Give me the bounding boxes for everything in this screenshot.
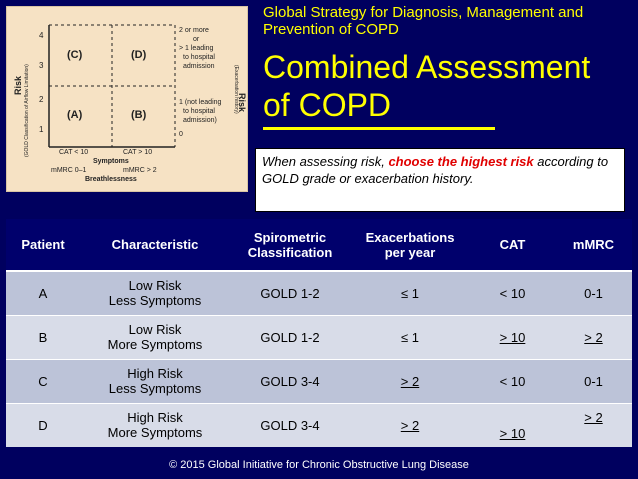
char-risk: Low Risk	[128, 278, 182, 294]
callout-pre: When assessing risk,	[262, 154, 389, 169]
cell-characteristic: High Risk More Symptoms	[80, 402, 230, 447]
grid-cell-d: (D)	[131, 49, 147, 61]
cell-mmrc: > 2	[555, 314, 632, 359]
cell-spirometric: GOLD 3-4	[230, 402, 350, 447]
table-row: B Low Risk More Symptoms GOLD 1-2 ≤ 1 > 1…	[6, 314, 632, 359]
grid-tick-1: 1	[39, 125, 44, 134]
grid-cell-c: (C)	[67, 49, 83, 61]
grid-right-bottom-1: 1 (not leading	[179, 99, 222, 106]
grid-mmrc-high: mMRC > 2	[123, 167, 157, 174]
cell-cat: > 10	[470, 402, 555, 447]
cell-patient: D	[6, 402, 80, 447]
copd-table: Patient Characteristic Spirometric Class…	[6, 219, 632, 447]
slide-title: Combined Assessment of COPD	[263, 48, 633, 124]
grid-cat-high: CAT > 10	[123, 149, 153, 156]
grid-mmrc-low: mMRC 0–1	[51, 167, 87, 174]
grid-symptoms: Symptoms	[93, 158, 129, 165]
cell-exacerbations: ≤ 1	[350, 270, 470, 315]
char-risk: High Risk	[127, 410, 183, 426]
cell-patient: B	[6, 314, 80, 359]
cell-exacerbations: ≤ 1	[350, 314, 470, 359]
grid-cell-b: (B)	[131, 109, 147, 121]
grid-right-top-4: to hospital	[183, 54, 215, 61]
grid-tick-4: 4	[39, 31, 44, 40]
header-cat: CAT	[470, 219, 555, 272]
slide-subtitle-line1: Global Strategy for Diagnosis, Managemen…	[263, 4, 584, 21]
cell-mmrc: 0-1	[555, 270, 632, 315]
cell-cat: < 10	[470, 270, 555, 315]
char-symptoms: More Symptoms	[107, 425, 203, 441]
grid-right-bottom-3: admission)	[183, 117, 217, 124]
grid-tick-2: 2	[39, 95, 44, 104]
header-patient: Patient	[6, 219, 80, 272]
grid-breathlessness: Breathlessness	[85, 176, 137, 183]
char-symptoms: More Symptoms	[107, 337, 203, 352]
header-mmrc: mMRC	[555, 219, 632, 272]
title-underline	[263, 127, 495, 130]
cell-mmrc: > 2	[555, 402, 632, 447]
table-row: C High Risk Less Symptoms GOLD 3-4 > 2 < …	[6, 358, 632, 403]
header-characteristic: Characteristic	[80, 219, 230, 272]
grid-cell-a: (A)	[67, 109, 83, 121]
grid-y-axis-sub: (GOLD Classification of Airflow Limitati…	[24, 64, 30, 157]
header-exacerbations: Exacerbations per year	[350, 219, 470, 272]
slide-title-line1: Combined Assessment	[263, 49, 591, 85]
cell-patient: C	[6, 358, 80, 403]
char-symptoms: Less Symptoms	[108, 293, 202, 309]
cell-spirometric: GOLD 1-2	[230, 270, 350, 315]
grid-right-bottom-2: to hospital	[183, 108, 215, 115]
table-row: A Low Risk Less Symptoms GOLD 1-2 ≤ 1 < 1…	[6, 270, 632, 315]
cell-exacerbations: > 2	[350, 402, 470, 447]
callout-highlight: choose the highest risk	[388, 154, 534, 169]
grid-right-top-1: 2 or more	[179, 27, 209, 34]
char-symptoms: Less Symptoms	[108, 381, 202, 396]
slide-title-line2: of COPD	[263, 87, 392, 123]
table-header-row: Patient Characteristic Spirometric Class…	[6, 219, 632, 272]
grid-right-top-2: or	[193, 36, 200, 43]
cell-characteristic: Low Risk More Symptoms	[80, 314, 230, 359]
cell-mmrc: 0-1	[555, 358, 632, 403]
callout-post: according to GOLD grade or exacerbation …	[262, 154, 609, 186]
grid-right-axis-sub: (Exacerbation history)	[233, 65, 239, 114]
cell-spirometric: GOLD 1-2	[230, 314, 350, 359]
cell-characteristic: High Risk Less Symptoms	[80, 358, 230, 403]
grid-y-axis-label: Risk	[13, 75, 23, 95]
header-spirometric: Spirometric Classification	[230, 219, 350, 272]
grid-right-top-5: admission	[183, 63, 215, 70]
slide-subtitle: Global Strategy for Diagnosis, Managemen…	[263, 4, 633, 38]
callout-box: When assessing risk, choose the highest …	[255, 148, 625, 212]
grid-lines	[48, 24, 176, 148]
grid-right-top-3: > 1 leading	[179, 45, 214, 52]
cell-exacerbations: > 2	[350, 358, 470, 403]
cell-cat: < 10	[470, 358, 555, 403]
char-risk: High Risk	[127, 366, 183, 381]
grid-tick-3: 3	[39, 61, 44, 70]
table-row: D High Risk More Symptoms GOLD 3-4 > 2 > …	[6, 402, 632, 447]
grid-right-zero: 0	[179, 131, 183, 138]
grid-cat-low: CAT < 10	[59, 149, 89, 156]
cell-spirometric: GOLD 3-4	[230, 358, 350, 403]
gold-grid-figure: Risk (GOLD Classification of Airflow Lim…	[6, 6, 248, 192]
cell-cat: > 10	[470, 314, 555, 359]
cell-characteristic: Low Risk Less Symptoms	[80, 270, 230, 315]
char-risk: Low Risk	[128, 322, 182, 337]
copyright-footer: © 2015 Global Initiative for Chronic Obs…	[169, 459, 469, 471]
slide-subtitle-line2: Prevention of COPD	[263, 21, 399, 38]
cell-patient: A	[6, 270, 80, 315]
